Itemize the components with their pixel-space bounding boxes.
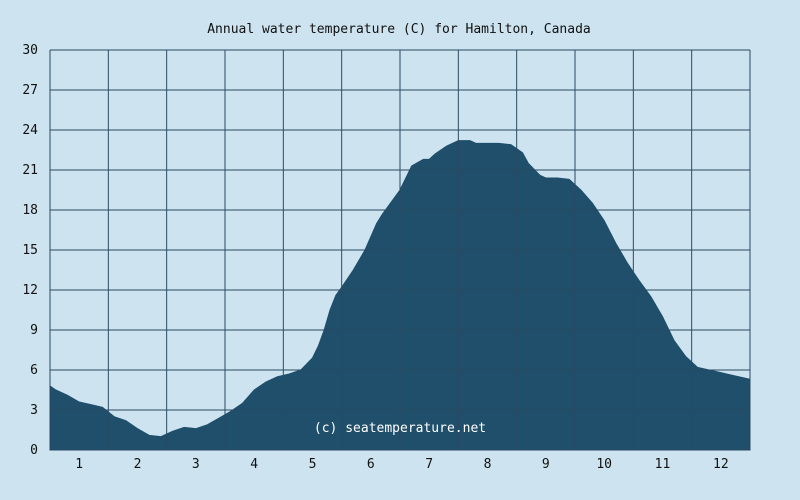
chart-title: Annual water temperature (C) for Hamilto… bbox=[207, 22, 591, 37]
y-tick-label: 3 bbox=[30, 403, 38, 418]
y-tick-label: 30 bbox=[22, 43, 38, 58]
y-axis-ticks: 0 3 6 9 12 15 18 21 24 27 30 bbox=[22, 43, 38, 458]
x-tick-label: 6 bbox=[367, 457, 375, 472]
x-tick-label: 11 bbox=[655, 457, 671, 472]
grid-layer bbox=[49, 49, 751, 451]
x-tick-label: 2 bbox=[134, 457, 142, 472]
x-tick-label: 10 bbox=[596, 457, 612, 472]
watermark-text: (c) seatemperature.net bbox=[314, 421, 486, 436]
y-tick-label: 15 bbox=[22, 243, 38, 258]
y-tick-label: 12 bbox=[22, 283, 38, 298]
x-tick-label: 4 bbox=[250, 457, 258, 472]
y-tick-label: 18 bbox=[22, 203, 38, 218]
x-tick-label: 1 bbox=[75, 457, 83, 472]
y-tick-label: 0 bbox=[30, 443, 38, 458]
x-tick-label: 9 bbox=[542, 457, 550, 472]
y-tick-label: 24 bbox=[22, 123, 38, 138]
y-tick-label: 27 bbox=[22, 83, 38, 98]
x-tick-label: 8 bbox=[484, 457, 492, 472]
y-tick-label: 6 bbox=[30, 363, 38, 378]
y-tick-label: 21 bbox=[22, 163, 38, 178]
x-tick-label: 7 bbox=[425, 457, 433, 472]
y-tick-label: 9 bbox=[30, 323, 38, 338]
x-tick-label: 3 bbox=[192, 457, 200, 472]
x-axis-ticks: 1 2 3 4 5 6 7 8 9 10 11 12 bbox=[75, 457, 728, 472]
x-tick-label: 5 bbox=[309, 457, 317, 472]
x-tick-label: 12 bbox=[713, 457, 729, 472]
